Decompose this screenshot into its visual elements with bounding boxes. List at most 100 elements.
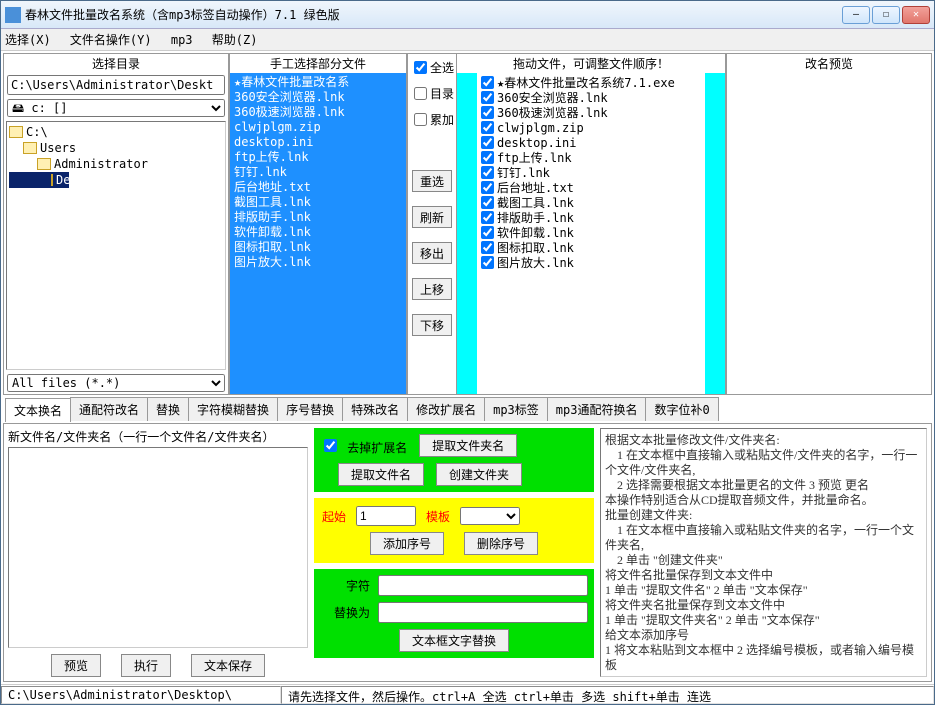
maximize-button[interactable]: ☐ [872,6,900,24]
status-path: C:\Users\Administrator\Desktop\ [1,686,281,704]
btn-remove[interactable]: 移出 [412,242,452,264]
drag-item[interactable]: desktop.ini [481,135,701,150]
file-item[interactable]: 钉钉.lnk [234,165,402,180]
help-text: 根据文本批量修改文件/文件夹名: 1 在文本框中直接输入或粘贴文件/文件夹的名字… [600,428,927,677]
file-item[interactable]: ★春林文件批量改名系 [234,75,402,90]
col1-header: 选择目录 [4,54,228,73]
drag-item[interactable]: 排版助手.lnk [481,210,701,225]
drag-list[interactable]: ★春林文件批量改名系统7.1.exe360安全浏览器.lnk360极速浏览器.l… [477,73,705,394]
file-item[interactable]: 360安全浏览器.lnk [234,90,402,105]
newname-label: 新文件名/文件夹名（一行一个文件名/文件夹名） [8,428,308,445]
start-input[interactable] [356,506,416,526]
char-label: 字符 [320,577,370,594]
btn-execute[interactable]: 执行 [121,654,171,677]
file-item[interactable]: 截图工具.lnk [234,195,402,210]
file-item[interactable]: 软件卸载.lnk [234,225,402,240]
statusbar: C:\Users\Administrator\Desktop\ 请先选择文件，然… [1,684,934,704]
drag-item[interactable]: clwjplgm.zip [481,120,701,135]
status-hint: 请先选择文件，然后操作。ctrl+A 全选 ctrl+单击 多选 shift+单… [281,686,934,704]
tree-item[interactable]: C:\ [9,124,223,140]
btn-reselect[interactable]: 重选 [412,170,452,192]
newname-textarea[interactable] [8,447,308,648]
drag-item[interactable]: 后台地址.txt [481,180,701,195]
drag-item[interactable]: 图片放大.lnk [481,255,701,270]
replace-input[interactable] [378,602,588,623]
col2-header: 手工选择部分文件 [230,54,406,73]
check-dir[interactable]: 目录 [410,84,454,102]
folder-tree[interactable]: C:\UsersAdministratorDesktop [6,121,226,370]
file-item[interactable]: ftp上传.lnk [234,150,402,165]
drag-item[interactable]: 钉钉.lnk [481,165,701,180]
path-input[interactable] [7,75,225,95]
window-title: 春林文件批量改名系统（含mp3标签自动操作）7.1 绿色版 [25,6,842,23]
file-item[interactable]: 排版助手.lnk [234,210,402,225]
check-accumulate[interactable]: 累加 [410,110,454,128]
file-item[interactable]: 后台地址.txt [234,180,402,195]
tab[interactable]: 字符模糊替换 [188,397,278,421]
drag-item[interactable]: ftp上传.lnk [481,150,701,165]
drag-item[interactable]: ★春林文件批量改名系统7.1.exe [481,75,701,90]
template-select[interactable] [460,507,520,525]
tab[interactable]: mp3通配符换名 [547,397,647,421]
tree-item[interactable]: Desktop [9,172,69,188]
check-all[interactable]: 全选 [410,58,454,76]
btn-textsave[interactable]: 文本保存 [191,654,265,677]
file-item[interactable]: 360极速浏览器.lnk [234,105,402,120]
btn-preview[interactable]: 预览 [51,654,101,677]
tree-item[interactable]: Administrator [9,156,223,172]
start-label: 起始 [322,508,346,525]
drag-item[interactable]: 软件卸载.lnk [481,225,701,240]
minimize-button[interactable]: — [842,6,870,24]
drag-item[interactable]: 图标扣取.lnk [481,240,701,255]
char-input[interactable] [378,575,588,596]
folder-icon [37,158,51,170]
cyan-bar-left [457,73,477,394]
tab[interactable]: 数字位补0 [645,397,718,421]
file-item[interactable]: 图标扣取.lnk [234,240,402,255]
titlebar[interactable]: 春林文件批量改名系统（含mp3标签自动操作）7.1 绿色版 — ☐ ✕ [1,1,934,29]
preview-list [727,73,931,394]
filter-select[interactable]: All files (*.*) [7,374,225,392]
file-item[interactable]: desktop.ini [234,135,402,150]
folder-icon [9,126,23,138]
file-item[interactable]: 图片放大.lnk [234,255,402,270]
app-window: 春林文件批量改名系统（含mp3标签自动操作）7.1 绿色版 — ☐ ✕ 选择(X… [0,0,935,705]
btn-refresh[interactable]: 刷新 [412,206,452,228]
menu-help[interactable]: 帮助(Z) [212,33,258,47]
folder-icon [23,142,37,154]
close-button[interactable]: ✕ [902,6,930,24]
btn-extract-folder[interactable]: 提取文件夹名 [419,434,517,457]
file-list[interactable]: ★春林文件批量改名系360安全浏览器.lnk360极速浏览器.lnkclwjpl… [230,73,406,394]
tree-item[interactable]: Users [9,140,223,156]
menu-filename[interactable]: 文件名操作(Y) [70,33,152,47]
tab[interactable]: 文本换名 [5,398,71,422]
btn-text-replace[interactable]: 文本框文字替换 [399,629,509,652]
cyan-bar-right [705,73,725,394]
btn-add-seq[interactable]: 添加序号 [370,532,444,555]
menu-mp3[interactable]: mp3 [171,33,193,47]
drag-item[interactable]: 360极速浏览器.lnk [481,105,701,120]
tab[interactable]: 特殊改名 [342,397,408,421]
tab[interactable]: 通配符改名 [70,397,148,421]
drag-item[interactable]: 360安全浏览器.lnk [481,90,701,105]
tab[interactable]: mp3标签 [484,397,548,421]
tab[interactable]: 修改扩展名 [407,397,485,421]
btn-movedown[interactable]: 下移 [412,314,452,336]
drag-item[interactable]: 截图工具.lnk [481,195,701,210]
menubar: 选择(X) 文件名操作(Y) mp3 帮助(Z) [1,29,934,51]
col5-header: 改名预览 [727,54,931,73]
btn-extract-file[interactable]: 提取文件名 [338,463,424,486]
btn-create-folder[interactable]: 创建文件夹 [436,463,522,486]
app-icon [5,7,21,23]
replace-label: 替换为 [320,604,370,621]
tab-bar: 文本换名通配符改名替换字符模糊替换序号替换特殊改名修改扩展名mp3标签mp3通配… [3,397,932,421]
col4-header: 拖动文件，可调整文件顺序！ [457,54,725,73]
tab[interactable]: 序号替换 [277,397,343,421]
menu-select[interactable]: 选择(X) [5,33,51,47]
drive-select[interactable]: 🖴 c: [] [7,99,225,117]
btn-moveup[interactable]: 上移 [412,278,452,300]
btn-del-seq[interactable]: 删除序号 [464,532,538,555]
file-item[interactable]: clwjplgm.zip [234,120,402,135]
tab[interactable]: 替换 [147,397,189,421]
check-stripext[interactable]: 去掉扩展名 [320,436,407,456]
